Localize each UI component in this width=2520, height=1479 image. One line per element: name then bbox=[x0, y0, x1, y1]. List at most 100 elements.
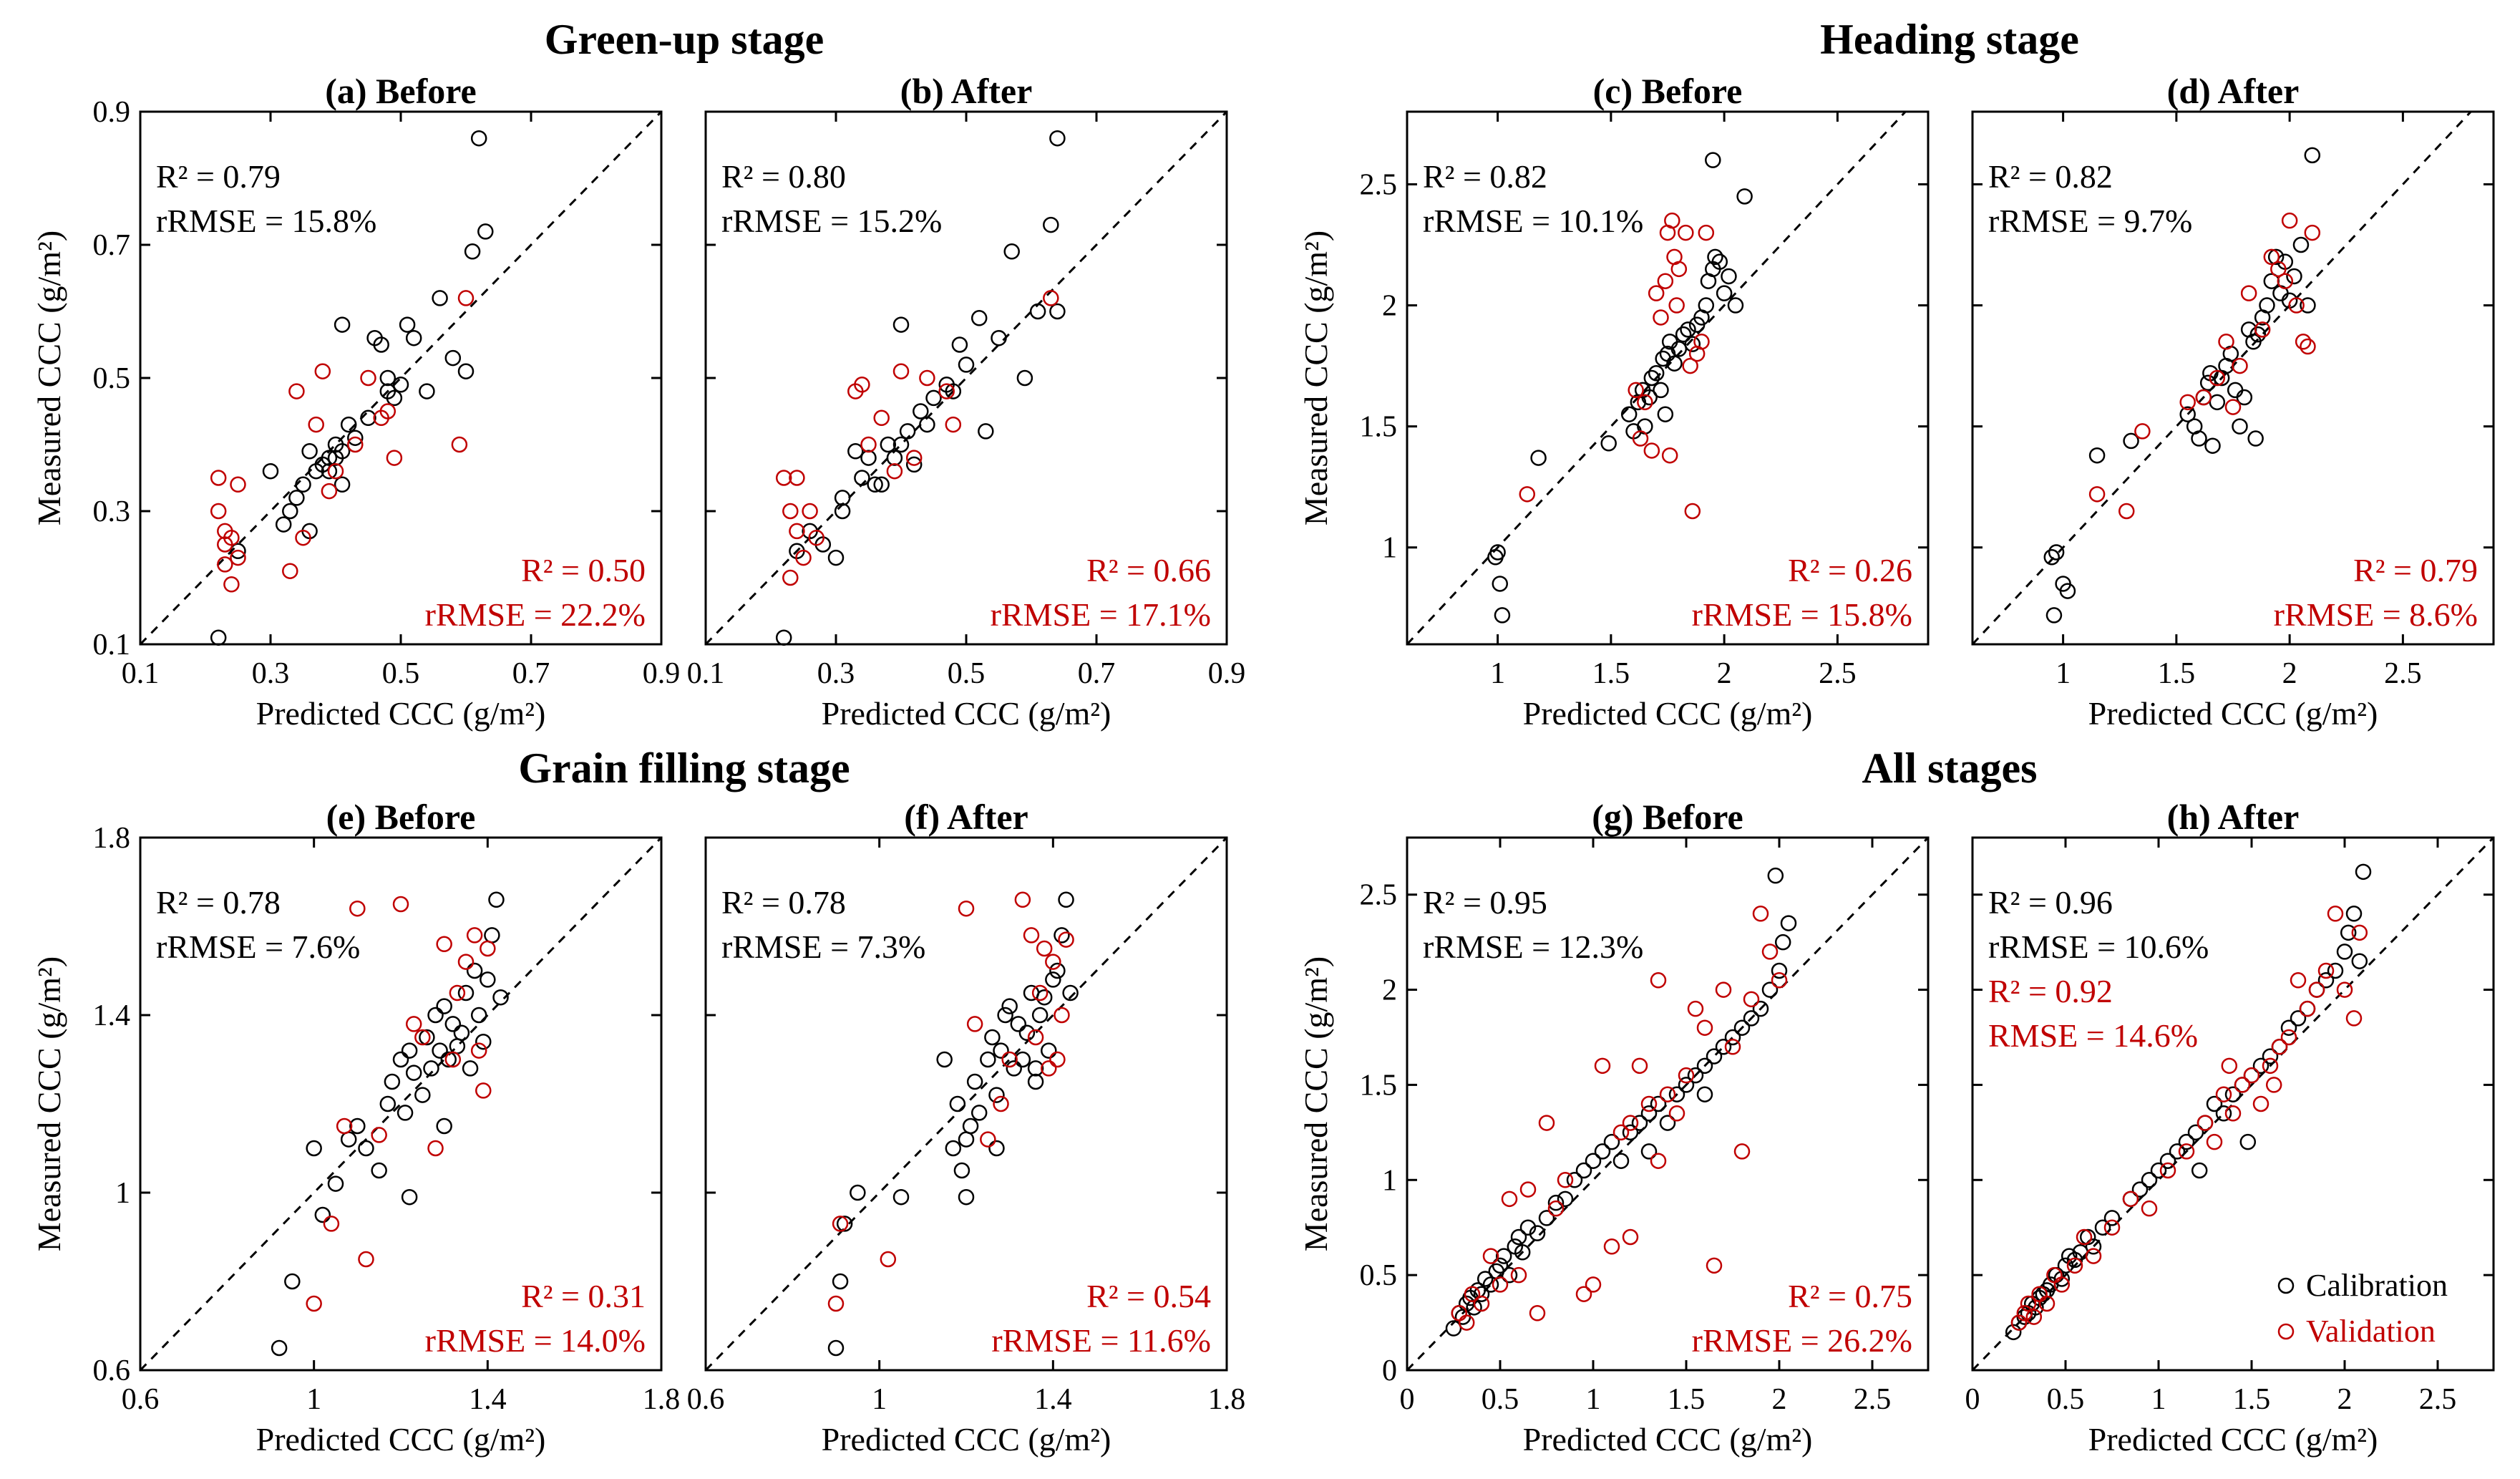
calibration-point bbox=[1027, 1060, 1044, 1077]
calibration-point bbox=[2286, 268, 2302, 285]
validation-point bbox=[295, 529, 311, 546]
validation-point bbox=[2016, 1305, 2033, 1322]
validation-point bbox=[1696, 1019, 1713, 1036]
calibration-point bbox=[919, 416, 935, 433]
x-tick-label-b: 0.3 bbox=[817, 657, 855, 690]
x-axis-label-e: Predicted CCC (g/m²) bbox=[256, 1421, 546, 1458]
calibration-point bbox=[953, 1162, 970, 1179]
validation-stats-a: R² = 0.50 bbox=[521, 552, 646, 588]
calibration-stats-g: R² = 0.95 bbox=[1423, 884, 1547, 921]
calibration-point bbox=[386, 389, 403, 407]
calibration-point bbox=[854, 470, 870, 486]
calibration-point bbox=[2131, 1181, 2149, 1198]
calibration-point bbox=[991, 329, 1007, 346]
validation-point bbox=[966, 1016, 983, 1032]
x-tick-label-f: 0.6 bbox=[687, 1383, 725, 1416]
calibration-point bbox=[2252, 1057, 2270, 1075]
validation-point bbox=[1575, 1286, 1592, 1302]
points-e bbox=[271, 891, 509, 1357]
validation-point bbox=[1678, 1067, 1695, 1084]
validation-point bbox=[1761, 944, 1779, 960]
one-to-one-line-f bbox=[704, 836, 1228, 1372]
validation-point bbox=[1664, 212, 1680, 229]
calibration-point bbox=[1684, 336, 1701, 352]
x-tick-label-b: 0.5 bbox=[948, 657, 986, 690]
panel-title-a: (a) Before bbox=[325, 71, 476, 111]
y-tick-label-e: 1.4 bbox=[93, 999, 131, 1032]
calibration-point bbox=[284, 1273, 301, 1290]
calibration-point bbox=[2045, 607, 2063, 624]
calibration-point bbox=[295, 476, 311, 493]
calibration-point bbox=[373, 336, 389, 353]
validation-point bbox=[1547, 1200, 1565, 1217]
y-tick-label-c: 2.5 bbox=[1360, 168, 1398, 201]
calibration-point bbox=[873, 476, 890, 493]
validation-point bbox=[2224, 399, 2242, 415]
calibration-point bbox=[2336, 944, 2353, 960]
calibration-point bbox=[1041, 1042, 1057, 1059]
x-tick-label-c: 2.5 bbox=[1819, 657, 1857, 690]
calibration-point bbox=[958, 1188, 975, 1206]
validation-point bbox=[1752, 906, 1769, 922]
calibration-point bbox=[1036, 989, 1053, 1006]
validation-point bbox=[2178, 1143, 2195, 1160]
validation-point bbox=[2066, 1257, 2083, 1274]
calibration-point bbox=[913, 403, 929, 420]
calibration-point bbox=[1657, 406, 1674, 422]
calibration-point bbox=[1473, 1286, 1490, 1302]
calibration-point bbox=[827, 1339, 845, 1357]
x-tick-label-f: 1.8 bbox=[1208, 1383, 1246, 1416]
calibration-point bbox=[2290, 1010, 2307, 1027]
calibration-point bbox=[414, 1087, 431, 1103]
validation-point bbox=[1733, 1143, 1751, 1160]
validation-point bbox=[2270, 261, 2287, 278]
validation-stats-h: RMSE = 14.6% bbox=[1988, 1017, 2198, 1054]
calibration-point bbox=[1771, 962, 1788, 979]
validation-stats-g: rRMSE = 26.2% bbox=[1692, 1322, 1912, 1359]
calibration-point bbox=[436, 998, 452, 1014]
validation-point bbox=[2234, 1077, 2251, 1093]
legend: Calibration Validation bbox=[2277, 1268, 2448, 1349]
calibration-point bbox=[2199, 374, 2217, 392]
calibration-point bbox=[2280, 1019, 2297, 1036]
calibration-point bbox=[432, 1042, 448, 1059]
validation-point bbox=[2215, 1086, 2232, 1102]
calibration-point bbox=[470, 1007, 487, 1024]
calibration-point bbox=[401, 1188, 418, 1206]
validation-point bbox=[1648, 285, 1665, 301]
validation-point bbox=[782, 503, 799, 520]
x-tick-label-e: 1.4 bbox=[469, 1383, 507, 1416]
calibration-point bbox=[945, 383, 962, 399]
y-tick-label-c: 2 bbox=[1382, 290, 1397, 323]
validation-stats-h: R² = 0.92 bbox=[1988, 973, 2113, 1009]
validation-point bbox=[2327, 906, 2344, 922]
calibration-point bbox=[477, 223, 494, 240]
validation-point bbox=[327, 462, 344, 480]
x-tick-label-f: 1 bbox=[872, 1383, 887, 1416]
validation-point bbox=[880, 1251, 897, 1268]
points-b bbox=[775, 130, 1066, 646]
calibration-point bbox=[358, 1140, 374, 1157]
calibration-stats-a: rRMSE = 15.8% bbox=[156, 203, 376, 239]
calibration-point bbox=[2249, 326, 2267, 343]
validation-point bbox=[371, 1127, 387, 1143]
axes-box-f bbox=[704, 836, 1228, 1372]
x-tick-label-a: 0.1 bbox=[122, 657, 160, 690]
validation-point bbox=[1771, 972, 1788, 989]
validation-point bbox=[414, 1029, 431, 1046]
calibration-point bbox=[2355, 863, 2372, 881]
validation-point bbox=[1464, 1286, 1481, 1302]
calibration-point bbox=[1594, 1143, 1611, 1160]
validation-point bbox=[2134, 423, 2151, 440]
calibration-stats-c: rRMSE = 10.1% bbox=[1423, 203, 1643, 239]
validation-point bbox=[1045, 954, 1061, 970]
validation-point bbox=[1650, 972, 1667, 989]
calibration-point bbox=[321, 450, 338, 466]
validation-point bbox=[2254, 321, 2271, 338]
calibration-point bbox=[2085, 1238, 2102, 1255]
validation-stats-c: rRMSE = 15.8% bbox=[1692, 596, 1912, 633]
validation-point bbox=[1668, 297, 1685, 314]
calibration-point bbox=[2191, 1162, 2208, 1179]
validation-point bbox=[451, 436, 468, 453]
validation-point bbox=[827, 1295, 845, 1312]
